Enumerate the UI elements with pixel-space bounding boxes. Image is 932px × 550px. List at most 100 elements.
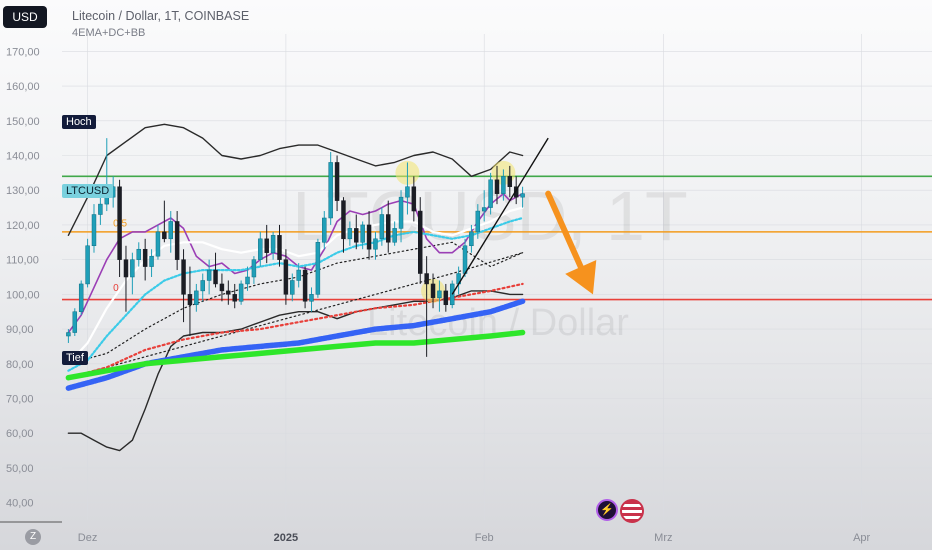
candle[interactable] bbox=[219, 273, 225, 302]
currency-button[interactable]: USD bbox=[3, 6, 47, 28]
y-tick-label: 120,00 bbox=[6, 220, 40, 232]
candle[interactable] bbox=[123, 245, 129, 312]
candle[interactable] bbox=[245, 266, 250, 291]
candle-body bbox=[449, 283, 455, 306]
trendline[interactable] bbox=[451, 137, 549, 295]
candle[interactable] bbox=[520, 186, 525, 208]
candle-body bbox=[424, 273, 429, 285]
candle[interactable] bbox=[270, 231, 276, 260]
candle-body bbox=[411, 186, 417, 212]
candle[interactable] bbox=[354, 214, 359, 250]
candle[interactable] bbox=[501, 169, 506, 201]
us-flag-icon[interactable] bbox=[620, 499, 644, 523]
candle-body bbox=[373, 238, 378, 250]
candle[interactable] bbox=[232, 283, 237, 309]
candle[interactable] bbox=[238, 280, 244, 305]
candle[interactable] bbox=[430, 273, 436, 309]
candle[interactable] bbox=[341, 197, 346, 253]
price-axis[interactable]: 40,00 50,00 60,00 70,00 80,00 90,00 100,00 110,… bbox=[6, 46, 40, 509]
candle[interactable] bbox=[162, 200, 167, 243]
candle[interactable] bbox=[360, 221, 365, 250]
candle[interactable] bbox=[78, 280, 84, 316]
candle[interactable] bbox=[174, 211, 180, 271]
candle[interactable] bbox=[117, 179, 122, 277]
candle-body bbox=[366, 224, 372, 250]
symbol-title[interactable]: Litecoin / Dollar, 1T, COINBASE bbox=[72, 9, 250, 23]
candle[interactable] bbox=[258, 231, 263, 267]
candle[interactable] bbox=[494, 165, 500, 205]
candle[interactable] bbox=[251, 256, 257, 284]
candle[interactable] bbox=[277, 224, 282, 267]
candle[interactable] bbox=[437, 280, 442, 312]
candle[interactable] bbox=[392, 221, 397, 246]
candle[interactable] bbox=[334, 155, 340, 212]
candle[interactable] bbox=[373, 231, 378, 260]
candle[interactable] bbox=[85, 238, 90, 288]
candle[interactable] bbox=[155, 224, 161, 260]
candle-body bbox=[398, 196, 404, 229]
candle[interactable] bbox=[187, 266, 193, 337]
candle[interactable] bbox=[302, 266, 308, 309]
candle[interactable] bbox=[130, 252, 135, 295]
candle-body bbox=[494, 179, 500, 194]
candle[interactable] bbox=[309, 287, 314, 312]
candle[interactable] bbox=[488, 172, 493, 215]
candle[interactable] bbox=[91, 204, 97, 253]
candle-body bbox=[206, 269, 212, 281]
candle-body bbox=[117, 186, 122, 260]
candle[interactable] bbox=[469, 224, 474, 253]
candle[interactable] bbox=[296, 263, 301, 288]
indicator-legend[interactable]: 4EMA+DC+BB bbox=[72, 27, 146, 39]
candle[interactable] bbox=[264, 224, 269, 264]
candle-body bbox=[520, 193, 525, 198]
candle[interactable] bbox=[411, 176, 417, 222]
candle[interactable] bbox=[213, 252, 218, 288]
candle[interactable] bbox=[200, 273, 205, 302]
candle[interactable] bbox=[328, 152, 333, 225]
candle[interactable] bbox=[379, 207, 385, 246]
candle[interactable] bbox=[142, 238, 148, 281]
time-axis[interactable]: Dez 2025 Feb Mrz Apr bbox=[0, 521, 871, 544]
candle[interactable] bbox=[347, 221, 353, 246]
candle-body bbox=[232, 294, 237, 302]
candle[interactable] bbox=[149, 249, 154, 277]
drawing-annotations[interactable] bbox=[451, 137, 597, 295]
candle-body bbox=[238, 283, 244, 302]
candle[interactable] bbox=[398, 190, 404, 243]
candle[interactable] bbox=[405, 162, 410, 215]
candle-body bbox=[347, 228, 353, 240]
candle[interactable] bbox=[168, 211, 173, 253]
candle[interactable] bbox=[424, 256, 429, 357]
y-tick-label: 90,00 bbox=[6, 324, 34, 336]
candlestick-series[interactable] bbox=[66, 138, 525, 357]
candle[interactable] bbox=[475, 204, 481, 239]
candle[interactable] bbox=[206, 259, 212, 295]
candle[interactable] bbox=[72, 308, 78, 337]
candle[interactable] bbox=[322, 211, 327, 250]
forecast-arrow[interactable] bbox=[545, 190, 597, 295]
candle-body bbox=[187, 294, 193, 306]
candle[interactable] bbox=[136, 242, 141, 267]
candle[interactable] bbox=[283, 249, 289, 305]
y-tick-label: 100,00 bbox=[6, 289, 40, 301]
candle[interactable] bbox=[104, 138, 110, 212]
candle-body bbox=[334, 162, 340, 201]
timezone-button[interactable]: Z bbox=[25, 529, 41, 545]
candle[interactable] bbox=[366, 211, 372, 260]
candle[interactable] bbox=[66, 329, 71, 343]
candle[interactable] bbox=[181, 249, 186, 323]
y-tick-label: 160,00 bbox=[6, 81, 40, 93]
candle[interactable] bbox=[290, 273, 295, 302]
lightning-icon[interactable]: ⚡ bbox=[596, 499, 618, 521]
candle[interactable] bbox=[507, 165, 513, 198]
candle[interactable] bbox=[418, 197, 423, 284]
candle-body bbox=[104, 196, 110, 205]
candle-body bbox=[98, 203, 103, 215]
candle[interactable] bbox=[481, 190, 487, 222]
candle[interactable] bbox=[226, 280, 231, 305]
candle[interactable] bbox=[443, 283, 449, 312]
candle[interactable] bbox=[386, 200, 391, 253]
candle[interactable] bbox=[315, 238, 321, 298]
candle[interactable] bbox=[194, 283, 199, 312]
